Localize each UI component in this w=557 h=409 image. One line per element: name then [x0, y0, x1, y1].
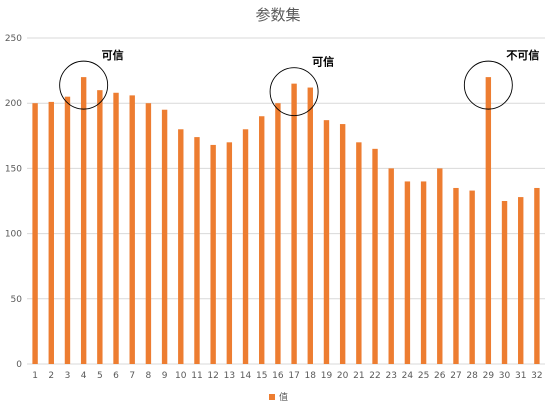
x-tick-label: 19: [321, 371, 333, 381]
bar: [323, 120, 330, 364]
x-tick-label: 32: [531, 371, 542, 381]
bar: [469, 190, 475, 364]
bar: [194, 137, 200, 364]
bar: [388, 168, 394, 364]
y-tick-label: 0: [16, 360, 22, 370]
annotation-label: 可信: [102, 48, 124, 62]
bar: [129, 95, 135, 364]
x-tick-label: 20: [337, 371, 349, 381]
chart-title: 参数集: [255, 6, 300, 24]
x-tick-label: 2: [48, 371, 54, 381]
x-tick-label: 6: [113, 371, 119, 381]
bar: [80, 77, 87, 365]
bar: [32, 103, 38, 364]
y-tick-label: 250: [5, 34, 22, 44]
x-tick-label: 13: [224, 371, 235, 381]
bar: [404, 181, 411, 364]
x-tick-label: 24: [402, 371, 414, 381]
annotation-label: 可信: [312, 55, 334, 69]
bars: [32, 77, 540, 365]
x-tick-label: 31: [515, 371, 526, 381]
y-tick-label: 200: [5, 99, 22, 109]
x-tick-label: 18: [305, 371, 317, 381]
x-tick-label: 29: [483, 371, 495, 381]
y-tick-label: 50: [11, 295, 23, 305]
bar: [339, 124, 346, 365]
bar: [210, 144, 216, 364]
x-tick-label: 21: [353, 371, 364, 381]
x-tick-label: 11: [191, 371, 202, 381]
bar: [64, 96, 71, 365]
annotation-circle: [59, 60, 109, 110]
x-tick-label: 5: [97, 371, 103, 381]
bar: [178, 129, 184, 364]
x-tick-label: 12: [207, 371, 218, 381]
bar: [453, 187, 459, 364]
x-tick-label: 16: [272, 371, 284, 381]
x-axis-ticks: 1 2 3 4 5 6 7 8 9 10 11 12 13 14 15 16 17 18 19 20 21 22 23 24 2…: [32, 371, 542, 381]
bar: [48, 101, 54, 364]
legend-swatch: [269, 394, 275, 400]
x-tick-label: 25: [418, 371, 429, 381]
bar: [372, 148, 378, 364]
annotation-circle: [269, 67, 319, 117]
bar: [534, 187, 540, 364]
legend-label: 值: [279, 391, 288, 403]
x-tick-label: 9: [162, 371, 168, 381]
y-axis-ticks: 0 50 100 150 200 250: [5, 34, 22, 370]
x-tick-label: 27: [450, 371, 461, 381]
gridlines: [27, 37, 545, 365]
annotation-circle: [463, 60, 513, 110]
x-tick-label: 1: [32, 371, 38, 381]
bar: [307, 87, 313, 364]
x-tick-label: 10: [175, 371, 187, 381]
bar: [501, 201, 508, 364]
bar: [161, 109, 168, 364]
x-tick-label: 17: [288, 371, 299, 381]
y-tick-label: 150: [5, 164, 22, 174]
x-tick-label: 3: [65, 371, 71, 381]
annotation-label: 不可信: [506, 48, 539, 62]
bar: [356, 142, 362, 364]
bar: [97, 90, 103, 364]
legend: 值: [269, 391, 288, 403]
bar: [113, 92, 119, 364]
x-tick-label: 30: [499, 371, 511, 381]
bar: [485, 77, 492, 365]
y-tick-label: 100: [5, 230, 22, 240]
x-tick-label: 7: [129, 371, 135, 381]
x-tick-label: 15: [256, 371, 267, 381]
bar: [145, 103, 152, 364]
x-tick-label: 8: [146, 371, 152, 381]
x-tick-label: 14: [240, 371, 252, 381]
x-tick-label: 22: [369, 371, 380, 381]
bar: [420, 181, 427, 364]
x-tick-label: 4: [81, 371, 87, 381]
bar: [275, 103, 281, 364]
x-tick-label: 23: [385, 371, 396, 381]
bar: [437, 168, 443, 364]
bar: [291, 83, 297, 364]
x-tick-label: 26: [434, 371, 446, 381]
x-tick-label: 28: [466, 371, 478, 381]
bar: [226, 142, 233, 364]
bar: [242, 129, 249, 364]
bar: [518, 197, 524, 364]
bar: [259, 116, 265, 365]
